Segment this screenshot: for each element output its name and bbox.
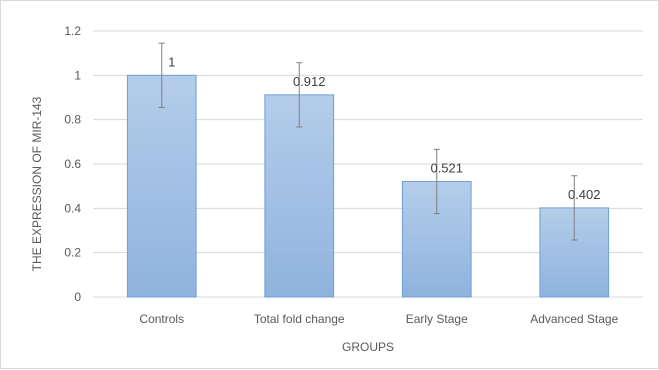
y-tick-labels: 0 0.2 0.4 0.6 0.8 1 1.2 bbox=[64, 24, 81, 304]
data-label: 0.521 bbox=[430, 161, 463, 176]
x-axis-title: GROUPS bbox=[342, 340, 394, 354]
y-tick-label: 0.6 bbox=[64, 157, 81, 171]
bars bbox=[126, 74, 610, 298]
data-label: 0.912 bbox=[293, 74, 326, 89]
error-bars bbox=[158, 42, 578, 241]
x-tick-label: Controls bbox=[139, 312, 184, 326]
y-axis-title: THE EXPRESSION OF MIR-143 bbox=[30, 96, 44, 271]
y-tick-label: 0.2 bbox=[64, 246, 81, 260]
y-tick-label: 0 bbox=[74, 290, 81, 304]
y-tick-label: 1.2 bbox=[64, 24, 81, 38]
y-tick-label: 1 bbox=[74, 68, 81, 82]
bar bbox=[264, 94, 335, 298]
x-tick-label: Total fold change bbox=[254, 312, 345, 326]
x-tick-labels: Controls Total fold change Early Stage Adva… bbox=[139, 312, 618, 326]
data-label: 1 bbox=[168, 54, 175, 69]
x-tick-label: Early Stage bbox=[406, 312, 468, 326]
x-tick-label: Advanced Stage bbox=[530, 312, 618, 326]
bar bbox=[126, 74, 197, 298]
y-tick-label: 0.4 bbox=[64, 201, 81, 215]
data-labels: 1 0.912 0.521 0.402 bbox=[168, 54, 600, 202]
y-tick-label: 0.8 bbox=[64, 113, 81, 127]
data-label: 0.402 bbox=[568, 187, 601, 202]
